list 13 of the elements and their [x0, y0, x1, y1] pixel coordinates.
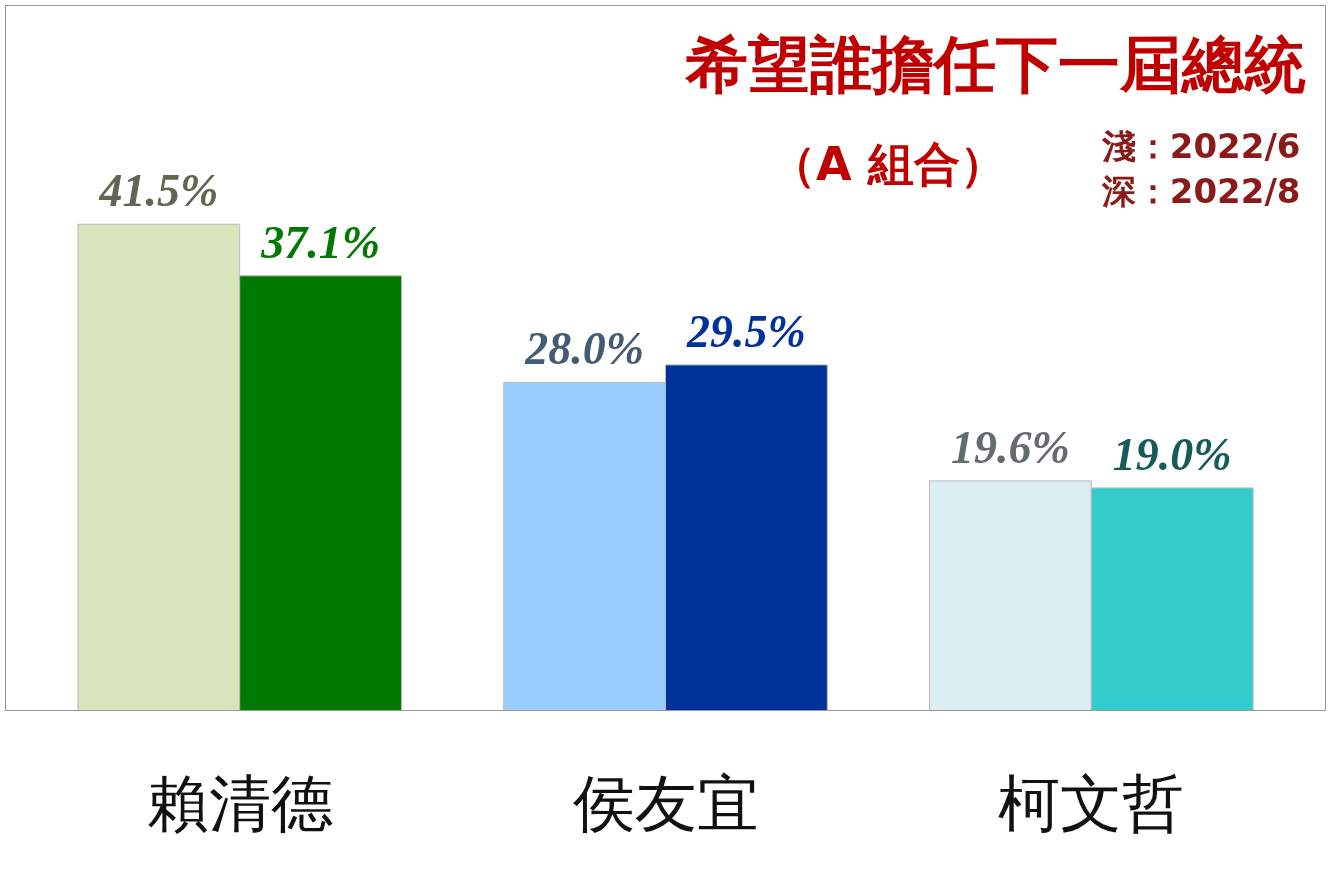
data-label: 37.1% [260, 216, 381, 268]
x-tick-label: 賴清德 [146, 766, 333, 840]
data-label: 41.5% [98, 165, 219, 217]
x-tick-label: 侯友宜 [572, 766, 759, 840]
data-label: 19.6% [950, 421, 1070, 473]
data-label: 29.5% [685, 305, 806, 357]
x-tick-label: 柯文哲 [998, 766, 1185, 840]
text: 深：2022/8 [1100, 170, 1301, 211]
text: 淺：2022/6 [1100, 125, 1301, 166]
data-label: 28.0% [524, 323, 645, 375]
chart-subtitle: （A 組合） [769, 136, 1006, 191]
chart-title: 希望誰擔任下一屆總統 [683, 27, 1306, 101]
data-label: 19.0% [1112, 428, 1232, 480]
